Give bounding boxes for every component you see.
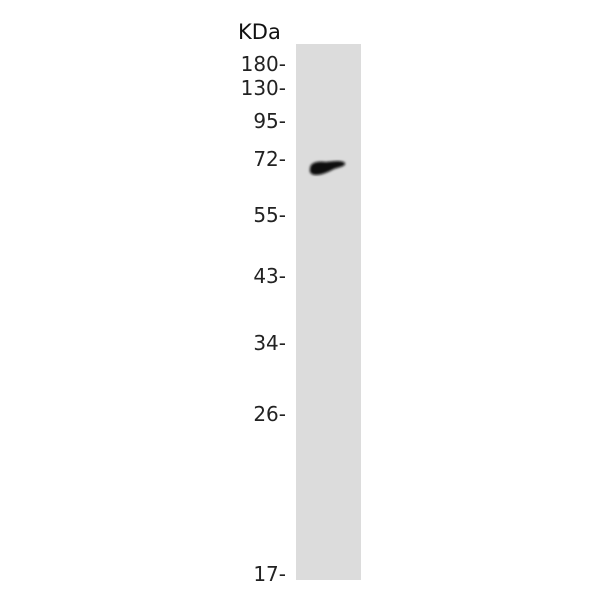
blot-lane [296, 44, 361, 580]
marker-26: 26- [253, 402, 286, 426]
marker-180: 180- [240, 52, 286, 76]
unit-label: KDa [238, 20, 281, 44]
marker-43: 43- [253, 264, 286, 288]
marker-34: 34- [253, 331, 286, 355]
marker-17: 17- [253, 562, 286, 586]
marker-95: 95- [253, 109, 286, 133]
marker-72: 72- [253, 147, 286, 171]
protein-band [309, 161, 346, 175]
band-shape [309, 161, 346, 175]
marker-55: 55- [253, 203, 286, 227]
marker-130: 130- [240, 76, 286, 100]
